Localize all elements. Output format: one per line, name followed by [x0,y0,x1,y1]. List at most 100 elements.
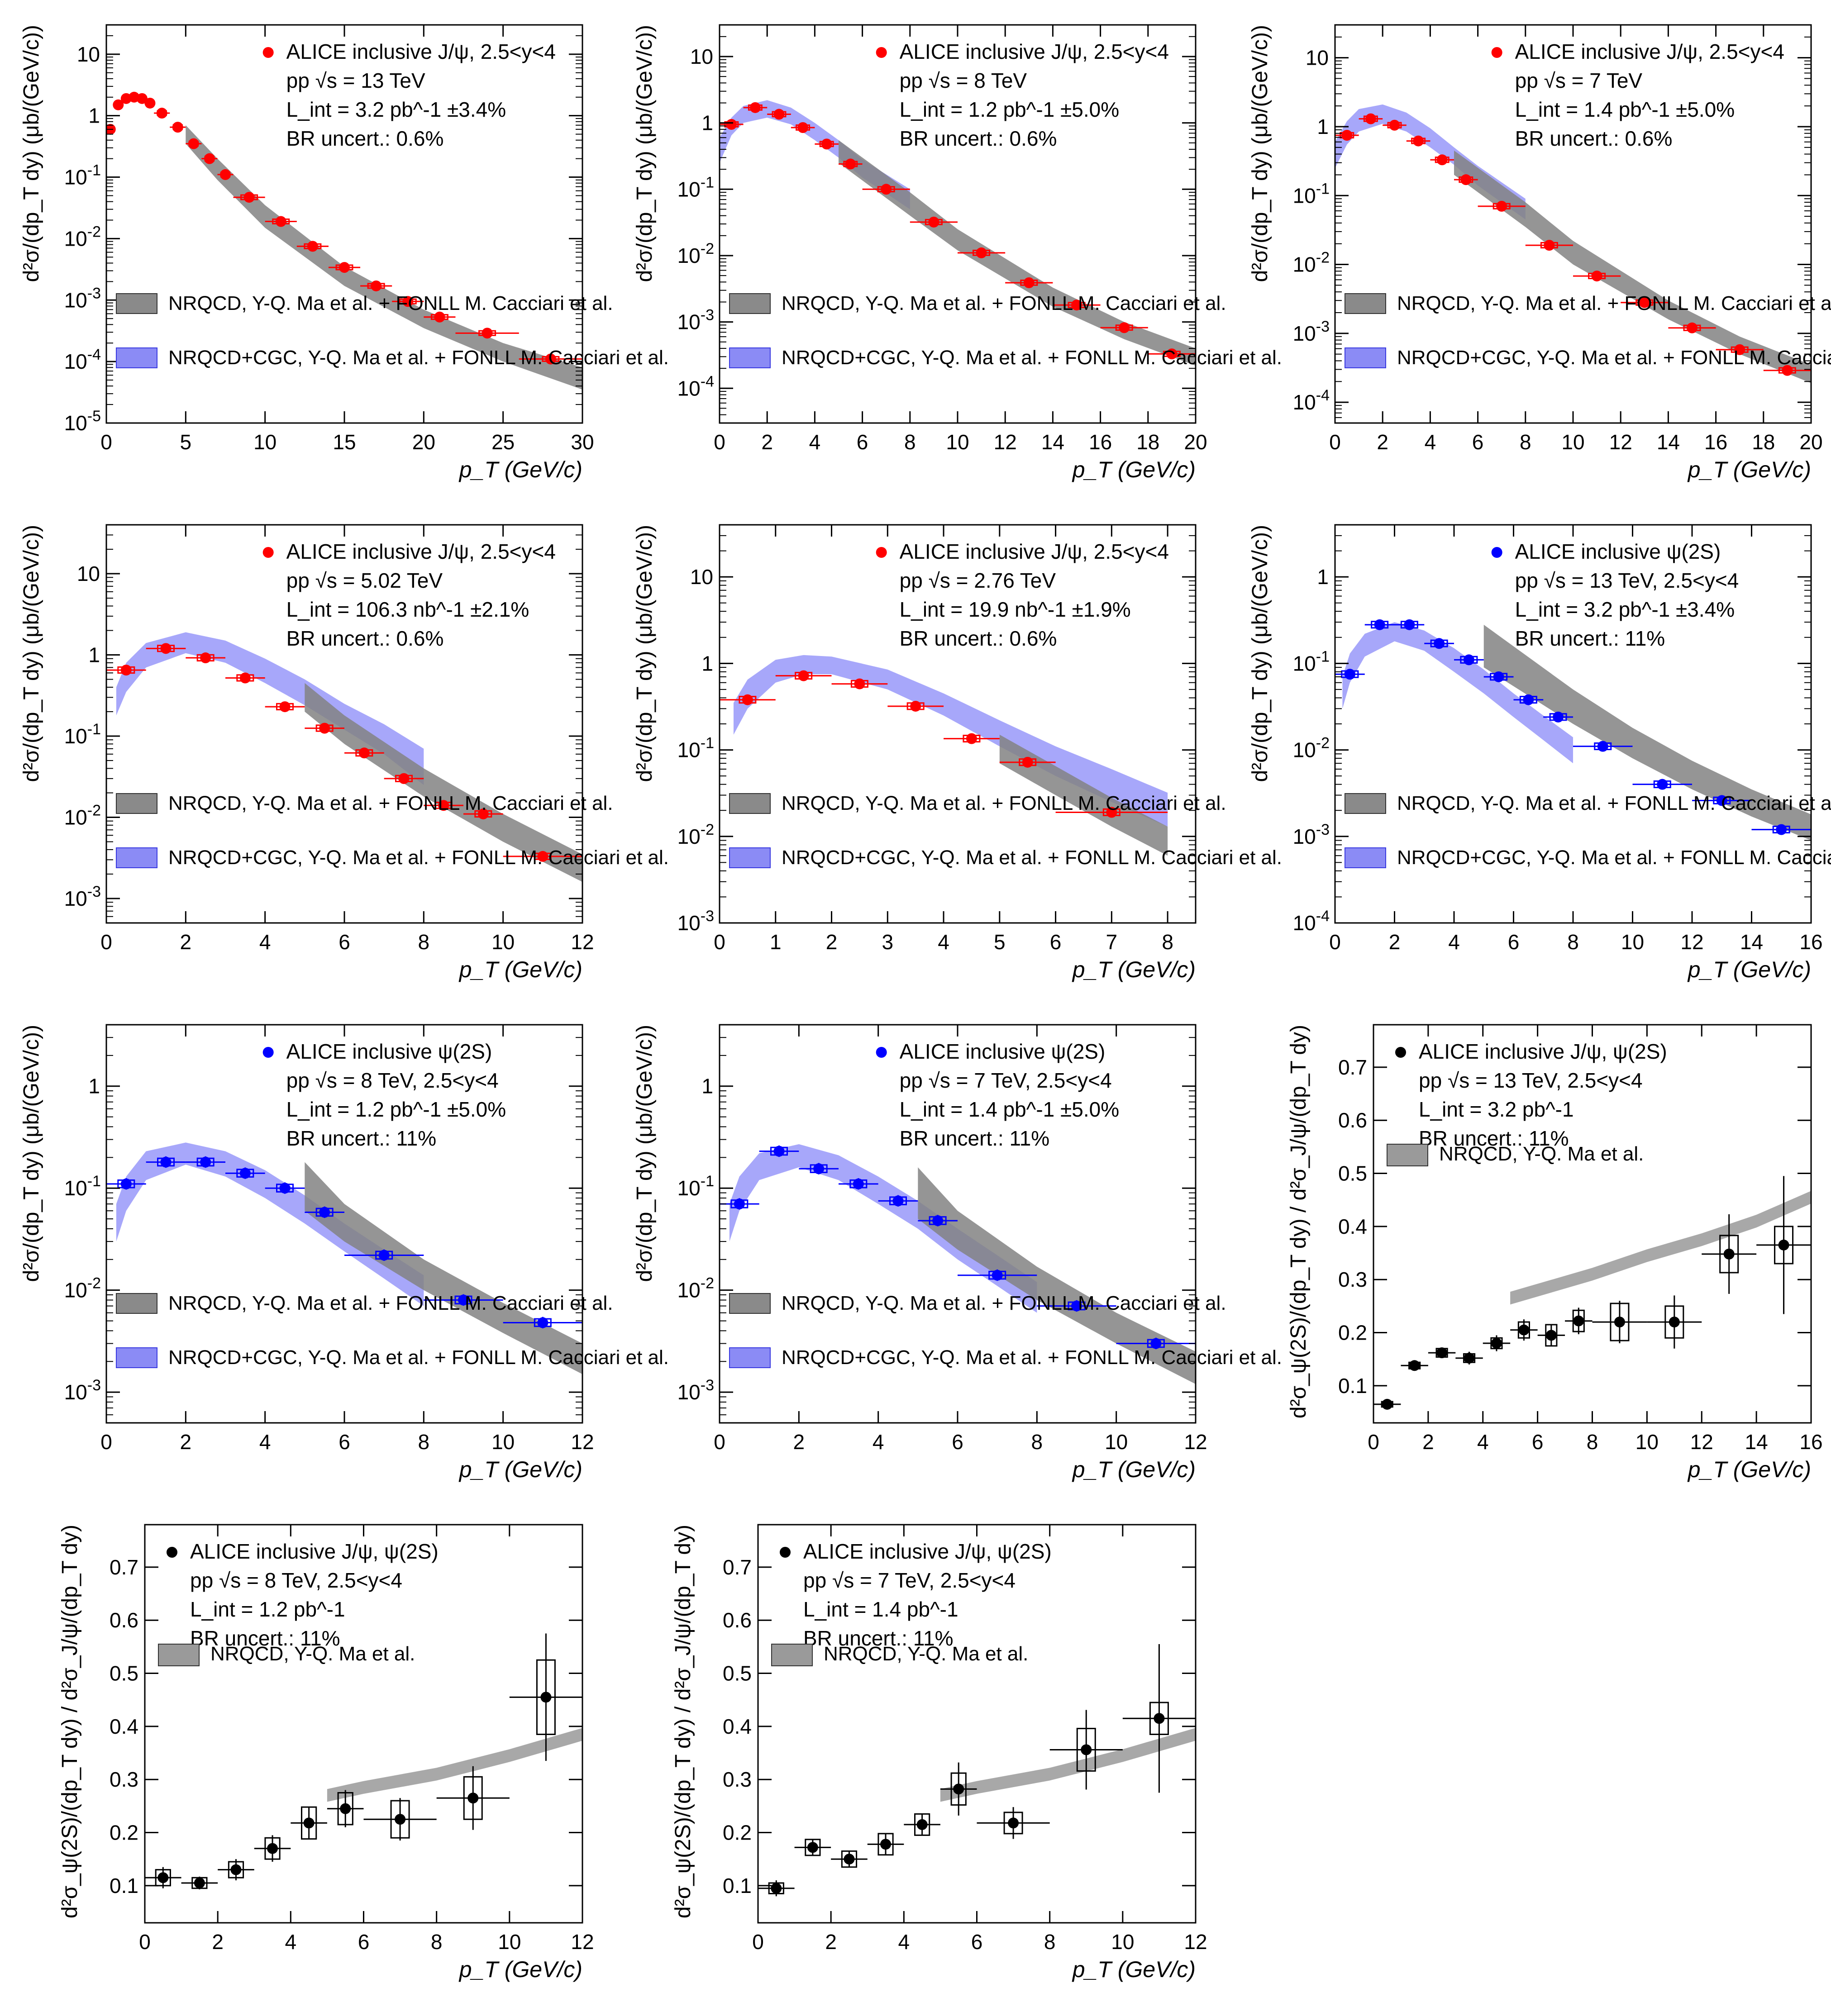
data-point [839,1178,878,1190]
data-point [1483,1335,1511,1351]
data-point [1049,1710,1123,1790]
legend-line: L_int = 1.2 pb^-1 ±5.0% [286,1098,506,1121]
systematic-box [1076,1728,1096,1772]
marker [200,652,211,664]
legend-line: pp √s = 7 TeV [1515,69,1643,92]
y-tick-label: 10-3 [1293,318,1330,345]
y-tick-label: 10-1 [677,1173,714,1200]
y-tick-label: 1 [701,111,713,135]
tick-exponent: -2 [701,1275,714,1292]
systematic-box [264,1837,281,1860]
legend-line: pp √s = 8 TeV, 2.5<y<4 [286,1069,499,1092]
data-point [1702,1214,1757,1294]
model-legend-label: NRQCD+CGC, Y-Q. Ma et al. + FONLL M. Cac… [782,846,1282,869]
nrqcd-ratio-band [327,1728,582,1802]
marker [1436,1347,1448,1359]
model-legend-swatch [1387,1144,1428,1166]
y-tick-label: 10-1 [1293,180,1330,207]
tick-base: 10 [677,244,701,267]
data-point [254,1835,291,1862]
y-axis-title: d²σ/(dp_T dy) (μb/(GeV/c)) [1248,525,1272,782]
systematic-box [805,1839,821,1856]
data-point [113,99,124,110]
x-tick-label: 4 [1448,930,1460,954]
marker [742,694,753,705]
y-tick-label: 10-2 [64,802,101,829]
data-point [1454,174,1478,185]
model-legend-swatch [116,293,157,314]
systematic-box [1003,1812,1023,1835]
x-axis-title: p_T (GeV/c) [1072,1957,1196,1982]
x-tick-label: 10 [1621,930,1644,954]
data-point [436,1766,510,1830]
marker [1464,1352,1475,1364]
x-tick-label: 20 [1184,430,1207,454]
x-tick-label: 14 [1740,930,1763,954]
systematic-box [301,1806,317,1840]
marker [1463,654,1474,666]
x-tick-label: 6 [1508,930,1520,954]
x-tick-label: 8 [418,1430,430,1454]
marker [1071,300,1082,311]
data-point [265,701,305,713]
x-tick-label: 25 [491,430,515,454]
data-point [1692,795,1752,806]
systematic-box [1664,1305,1684,1339]
systematic-box [463,1776,483,1820]
y-tick-label: 0.4 [110,1715,138,1738]
data-point [1632,779,1692,790]
model-legend-swatch [729,793,771,814]
marker [1614,1317,1625,1328]
data-point [424,1294,503,1306]
chart-panel-10: 0 2 4 6 8 10 12 0.1 0.2 0.3 0.4 0.5 0.6 0.7 p_T (GeV/c… [58,1524,594,1982]
legend-line: BR uncert.: 0.6% [1515,127,1673,150]
y-axis-title: d²σ_ψ(2S)/(dp_T dy) / d²σ_J/ψ/(dp_T dy) [58,1525,82,1918]
x-tick-label: 8 [1044,1930,1056,1954]
x-tick-label: 0 [100,930,112,954]
marker [537,851,548,862]
nrqcd-band [918,1167,1196,1384]
x-tick-label: 2 [761,430,773,454]
data-point [944,733,1000,744]
marker [204,153,215,164]
y-tick-label: 10-2 [677,1275,714,1302]
data-point [758,1880,795,1897]
tick-exponent: -1 [1316,180,1330,197]
marker [1518,1324,1530,1336]
data-point [799,1163,839,1174]
chart-panel-2: 0 2 4 6 8 10 12 14 16 18 2010-410-310-210-1110p_T … [633,24,1282,482]
data-point [1510,1319,1538,1341]
marker [1716,795,1727,806]
tick-exponent: -1 [701,1173,714,1190]
systematic-box [536,1659,556,1735]
model-legend-label: NRQCD+CGC, Y-Q. Ma et al. + FONLL M. Cac… [168,347,669,369]
chart-panel-3: 0 2 4 6 8 10 12 14 16 18 2010-410-310-210-1110p_T … [1248,24,1831,482]
chart-panel-9: 0 2 4 6 8 10 12 14 16 0.1 0.2 0.3 0.4 0.5 0.6 0.7 p_T (G… [1287,1024,1823,1482]
x-tick-label: 18 [1752,430,1775,454]
data-point [1394,619,1425,630]
marker [319,723,330,734]
systematic-box [1774,1226,1794,1265]
data-point [1359,113,1383,124]
model-legend-label: NRQCD, Y-Q. Ma et al. + FONLL M. Cacciar… [168,292,613,314]
y-tick-label: 0.5 [723,1662,752,1685]
data-point [1335,129,1359,141]
tick-base: 10 [677,1176,701,1200]
x-tick-label: 0 [100,1430,112,1454]
marker [845,158,856,170]
marker [1106,807,1117,818]
data-point [910,216,958,228]
legend-line: L_int = 1.4 pb^-1 ±5.0% [900,1098,1119,1121]
marker [953,1783,964,1795]
data-point [225,672,265,684]
tick-exponent: -3 [701,1377,714,1394]
model-legend-label: NRQCD, Y-Q. Ma et al. + FONLL M. Cacciar… [168,1292,613,1314]
model-legend-label: NRQCD, Y-Q. Ma et al. + FONLL M. Cacciar… [1397,292,1831,314]
data-point [503,1317,582,1329]
x-axis-title: p_T (GeV/c) [1687,957,1811,982]
legend-line: L_int = 19.9 nb^-1 ±1.9% [900,598,1131,621]
nrqcd-band [305,683,582,882]
systematic-box [1719,1235,1739,1274]
tick-exponent: -1 [87,162,101,179]
model-legend-swatch [1345,847,1386,868]
